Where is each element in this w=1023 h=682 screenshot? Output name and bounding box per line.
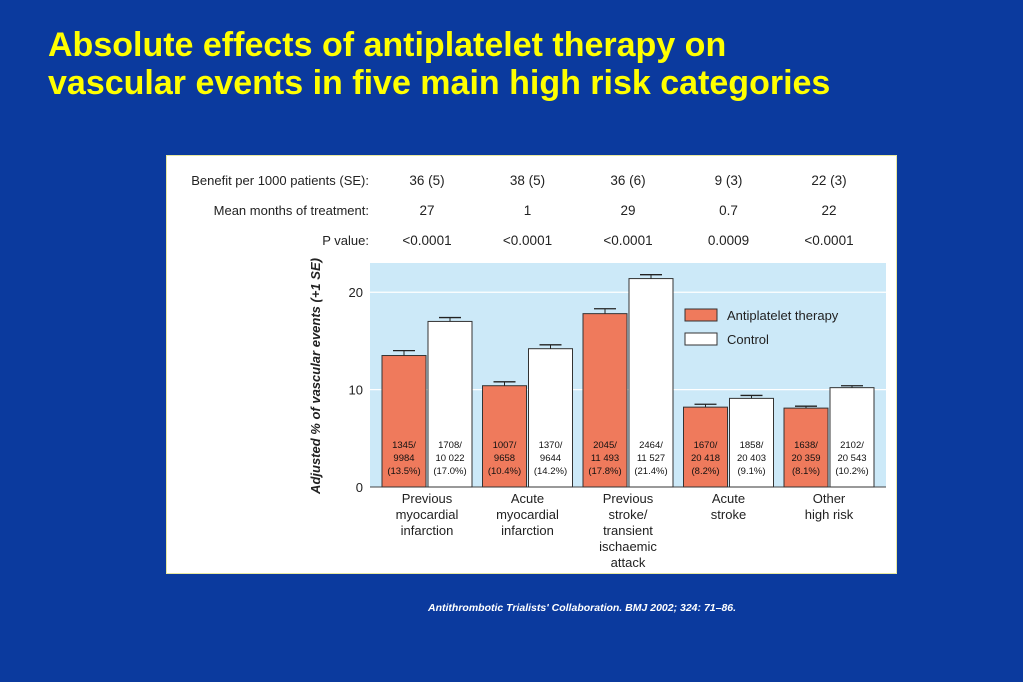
table-cell: 36 (5) xyxy=(409,173,444,188)
table-cell: 38 (5) xyxy=(510,173,545,188)
table-cell: 9 (3) xyxy=(715,173,743,188)
bar-data-label: (13.5%) xyxy=(387,466,420,477)
bar-data-label: 2102/ xyxy=(840,440,864,451)
bar-data-label: (8.2%) xyxy=(692,466,720,477)
bar-data-label: 2045/ xyxy=(593,440,617,451)
bar-data-label: (10.2%) xyxy=(835,466,868,477)
legend-label: Control xyxy=(727,332,769,347)
category-label: infarction xyxy=(401,523,454,538)
bar-data-label: 20 418 xyxy=(691,453,720,464)
title-line-2: vascular events in five main high risk c… xyxy=(48,64,831,102)
table-cell: 0.0009 xyxy=(708,233,749,248)
bar-data-label: 9658 xyxy=(494,453,515,464)
bar-data-label: (10.4%) xyxy=(488,466,521,477)
bar-data-label: 11 527 xyxy=(637,453,665,464)
bar-control xyxy=(427,320,473,488)
legend-swatch-antiplatelet xyxy=(684,308,718,322)
category-label: infarction xyxy=(501,523,554,538)
y-axis-label: Adjusted % of vascular events (+1 SE) xyxy=(308,258,323,495)
table-cell: <0.0001 xyxy=(804,233,853,248)
chart-svg: Benefit per 1000 patients (SE): 36 (5) 38 … xyxy=(191,173,886,570)
category-label: Previous xyxy=(603,491,654,506)
y-tick-label: 10 xyxy=(349,383,363,398)
bar-control xyxy=(729,397,774,488)
category-label: Acute xyxy=(712,491,745,506)
bar-data-label: (8.1%) xyxy=(792,466,820,477)
bar-data-label: 1708/ xyxy=(438,440,462,451)
table-row-label: Benefit per 1000 patients (SE): xyxy=(191,173,369,188)
bar-control xyxy=(829,387,875,488)
bar-antiplatelet xyxy=(482,385,527,488)
y-tick-label: 20 xyxy=(349,285,363,300)
category-label: attack xyxy=(611,555,646,570)
bar-data-label: 10 022 xyxy=(435,453,464,464)
bar-data-label: 1638/ xyxy=(794,440,818,451)
stats-table: Benefit per 1000 patients (SE): 36 (5) 38 … xyxy=(191,173,853,248)
bar-antiplatelet xyxy=(683,406,728,488)
category-label: ischaemic xyxy=(599,539,657,554)
table-cell: <0.0001 xyxy=(402,233,451,248)
bar-data-label: 2464/ xyxy=(639,440,663,451)
bars: 1345/9984 (13.5%) 1007/9658 (10.4%) 2045/11 … xyxy=(381,274,875,488)
legend-swatch-control xyxy=(684,332,718,346)
table-cell: <0.0001 xyxy=(503,233,552,248)
bar-data-label: 9644 xyxy=(540,453,561,464)
bar-data-label: 9984 xyxy=(393,453,414,464)
category-label: Acute xyxy=(511,491,544,506)
category-label: Other xyxy=(813,491,846,506)
table-cell: 0.7 xyxy=(719,203,738,218)
bar-data-label: 20 543 xyxy=(837,453,866,464)
bar-data-label: (17.0%) xyxy=(433,466,466,477)
bar-data-label: (14.2%) xyxy=(534,466,567,477)
table-cell: <0.0001 xyxy=(603,233,652,248)
legend-label: Antiplatelet therapy xyxy=(727,308,839,323)
bar-data-label: (9.1%) xyxy=(738,466,766,477)
citation: Antithrombotic Trialists' Collaboration.… xyxy=(428,602,737,614)
bar-antiplatelet xyxy=(783,407,829,488)
table-cell: 22 (3) xyxy=(811,173,846,188)
bar-antiplatelet xyxy=(381,355,427,488)
table-cell: 36 (6) xyxy=(610,173,645,188)
bar-data-label: 20 403 xyxy=(737,453,766,464)
bar-data-label: 1858/ xyxy=(740,440,764,451)
category-label: high risk xyxy=(805,507,854,522)
bar-data-label: 1007/ xyxy=(493,440,517,451)
category-label: Previous xyxy=(402,491,453,506)
bar-data-label: (21.4%) xyxy=(634,466,667,477)
title-line-1: Absolute effects of antiplatelet therapy… xyxy=(48,26,727,64)
table-row-label: P value: xyxy=(322,233,369,248)
bar-antiplatelet xyxy=(582,313,628,488)
category-label: transient xyxy=(603,523,653,538)
table-cell: 29 xyxy=(620,203,635,218)
bar-data-label: 1670/ xyxy=(694,440,718,451)
bar-data-label: (17.8%) xyxy=(588,466,621,477)
bar-data-label: 1370/ xyxy=(539,440,563,451)
category-label: myocardial xyxy=(496,507,559,522)
bar-data-label: 20 359 xyxy=(791,453,820,464)
table-cell: 1 xyxy=(524,203,532,218)
bar-data-label: 1345/ xyxy=(392,440,416,451)
legend: Antiplatelet therapy Control xyxy=(684,308,839,347)
table-row-label: Mean months of treatment: xyxy=(214,203,369,218)
category-label: stroke/ xyxy=(608,507,647,522)
table-cell: 22 xyxy=(821,203,836,218)
category-labels: PreviousmyocardialinfarctionAcutemyocard… xyxy=(396,491,854,570)
chart-figure: Benefit per 1000 patients (SE): 36 (5) 38 … xyxy=(166,155,897,574)
bar-control xyxy=(628,278,674,488)
bar-control xyxy=(528,348,573,488)
bar-data-label: 11 493 xyxy=(591,453,619,464)
table-cell: 27 xyxy=(419,203,434,218)
slide-title: Absolute effects of antiplatelet therapy… xyxy=(48,26,1008,102)
category-label: myocardial xyxy=(396,507,459,522)
category-label: stroke xyxy=(711,507,746,522)
y-tick-label: 0 xyxy=(356,480,363,495)
